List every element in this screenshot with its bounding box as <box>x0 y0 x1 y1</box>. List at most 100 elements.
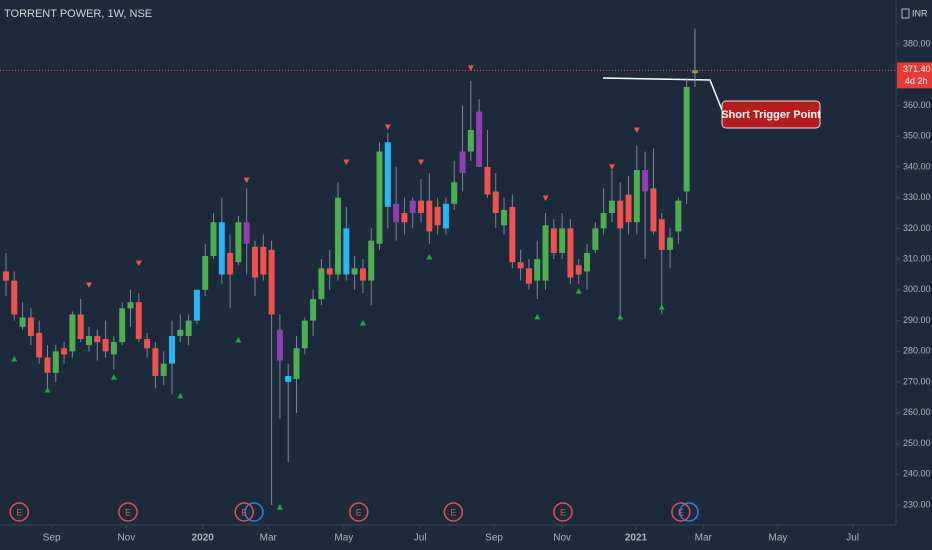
y-tick-label: 300.00 <box>903 284 931 294</box>
candle-body <box>608 200 615 214</box>
countdown: 4d 2h <box>905 76 928 86</box>
candle-body <box>52 351 59 373</box>
candle-body <box>368 240 375 281</box>
event-marker <box>234 502 254 522</box>
chart-title: TORRENT POWER, 1W, NSE <box>4 8 152 20</box>
candle-body <box>650 188 657 232</box>
candle-body <box>667 237 674 250</box>
candle-body <box>550 228 557 253</box>
candle-body <box>152 348 159 376</box>
candle-body <box>276 329 283 361</box>
sell-signal <box>135 260 142 267</box>
candle-body <box>110 342 117 355</box>
sell-signal <box>467 65 474 71</box>
candle-body <box>658 219 665 250</box>
y-tick-label: 350.00 <box>903 131 931 141</box>
candle-body <box>210 222 217 257</box>
candle-body <box>268 249 275 315</box>
candle-body <box>127 302 134 309</box>
event-label: E <box>450 507 456 517</box>
sell-signal <box>418 159 425 165</box>
candle-body <box>384 142 391 207</box>
event-label: E <box>241 507 247 517</box>
event-label: E <box>16 507 22 517</box>
x-tick-label: Nov <box>553 533 571 544</box>
candle-body <box>467 130 474 152</box>
candle-body <box>393 203 400 223</box>
callout-line <box>602 77 723 111</box>
candle-body <box>285 375 292 383</box>
candle-body <box>318 268 325 300</box>
candle-body <box>2 271 9 281</box>
x-tick-label: Nov <box>117 533 135 544</box>
candle-body <box>517 262 524 269</box>
candle-body <box>691 70 698 74</box>
candle-body <box>575 265 582 275</box>
candle-body <box>343 228 350 275</box>
candle-body <box>459 151 466 174</box>
candle-body <box>509 206 516 263</box>
candle-body <box>85 335 92 346</box>
sell-signal <box>633 127 640 134</box>
buy-signal <box>534 313 541 320</box>
candle-body <box>492 191 499 214</box>
candle-body <box>94 335 101 343</box>
sell-signal <box>608 164 615 170</box>
y-tick-label: 250.00 <box>903 438 931 448</box>
y-tick-label: 310.00 <box>903 253 931 263</box>
candle-body <box>69 314 76 352</box>
event-label: E <box>678 507 684 517</box>
event-label: E <box>125 507 131 517</box>
y-tick-label: 240.00 <box>903 469 931 479</box>
candle-body <box>135 302 142 340</box>
candle-body <box>27 317 34 336</box>
last-price-box <box>897 62 932 89</box>
x-tick-label: Sep <box>485 533 503 544</box>
candle-body <box>359 268 366 281</box>
candle-body <box>451 182 458 204</box>
event-label: E <box>356 507 362 517</box>
candle-body <box>227 252 234 275</box>
buy-signal <box>235 336 242 343</box>
event-marker <box>443 502 464 522</box>
candle-body <box>252 246 259 278</box>
candle-body <box>193 289 200 321</box>
candle-body <box>434 206 441 226</box>
candle-body <box>243 222 250 244</box>
buy-signal <box>11 356 18 362</box>
candle-body <box>44 357 51 373</box>
y-tick-label: 230.00 <box>903 499 931 509</box>
candle-body <box>633 169 640 223</box>
candle-body <box>235 222 242 263</box>
candle-body <box>559 228 566 253</box>
event-marker <box>9 502 30 522</box>
candle-body <box>160 363 167 376</box>
dividend-marker <box>244 502 264 522</box>
y-tick-label: 270.00 <box>903 376 931 386</box>
y-tick-label: 260.00 <box>903 407 931 417</box>
candle-body <box>168 335 175 364</box>
candle-body <box>351 268 358 275</box>
event-marker <box>118 502 138 522</box>
buy-signal <box>658 304 665 310</box>
y-tick-label: 360.00 <box>903 100 931 110</box>
candle-body <box>534 259 541 281</box>
candle-body <box>409 200 416 214</box>
candle-body <box>19 317 26 327</box>
buy-signal <box>177 392 184 399</box>
event-marker <box>671 502 691 522</box>
candle-body <box>144 339 151 349</box>
candle-body <box>476 111 483 167</box>
sell-signal <box>384 124 391 130</box>
y-tick-label: 320.00 <box>903 223 931 233</box>
candle-body <box>293 348 300 379</box>
candle-body <box>102 339 109 352</box>
candle-body <box>218 222 225 275</box>
x-tick-label: 2021 <box>625 533 648 544</box>
y-tick-label: 340.00 <box>903 161 931 171</box>
currency: INR <box>912 8 928 18</box>
x-tick-label: 2020 <box>192 533 215 544</box>
y-tick-label: 290.00 <box>903 315 931 325</box>
candle-body <box>642 169 649 192</box>
